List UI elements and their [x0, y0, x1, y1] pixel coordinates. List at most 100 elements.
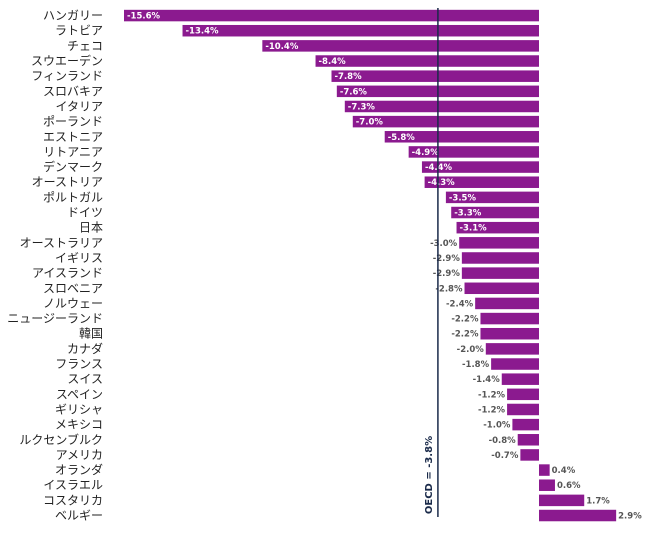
value-label: 1.7%: [586, 496, 610, 506]
value-label: -2.9%: [433, 254, 461, 264]
category-labels: ハンガリーラトビアチェコスウエーデンフィンランドスロバキアイタリアポーランドエス…: [7, 9, 103, 523]
bar: [315, 55, 539, 67]
bar: [384, 131, 539, 143]
bar: [408, 146, 539, 158]
value-label: -7.3%: [348, 102, 376, 112]
category-label: コスタリカ: [43, 493, 103, 507]
bar: [507, 403, 539, 416]
bar: [331, 70, 539, 82]
category-label: デンマーク: [43, 159, 103, 174]
category-label: スロバキア: [43, 84, 103, 98]
category-label: スイス: [67, 372, 103, 386]
bar: [517, 434, 539, 446]
bar: [539, 509, 617, 522]
category-label: ラトビア: [55, 24, 103, 38]
category-label: イスラエル: [43, 478, 103, 492]
category-label: 日本: [79, 221, 103, 235]
value-label: -5.8%: [388, 133, 416, 143]
bar: [507, 388, 539, 401]
category-label: アイスランド: [32, 266, 103, 280]
bar: [480, 327, 539, 340]
value-label: -2.2%: [451, 330, 479, 340]
bar: [475, 297, 539, 310]
category-label: スウエーデン: [31, 53, 103, 68]
bar: [480, 312, 539, 325]
category-label: イギリス: [55, 251, 103, 265]
bar: [461, 252, 539, 264]
value-label: -4.9%: [412, 148, 440, 158]
category-label: オランダ: [55, 462, 103, 477]
value-label: -1.2%: [478, 405, 506, 415]
value-label: -1.2%: [478, 390, 506, 400]
value-label: -7.0%: [356, 118, 384, 128]
bar: [124, 9, 539, 22]
category-label: ドイツ: [67, 206, 103, 220]
bar: [512, 418, 539, 431]
value-label: -3.3%: [454, 209, 482, 219]
value-label: -2.8%: [435, 284, 463, 294]
value-label: -0.7%: [491, 451, 519, 461]
value-label: -0.8%: [489, 436, 517, 446]
value-label: -15.6%: [127, 12, 160, 22]
category-label: オーストリア: [32, 175, 103, 189]
value-label: -3.0%: [430, 239, 458, 249]
category-label: スロベニア: [43, 281, 103, 295]
bar: [456, 221, 539, 234]
bar: [182, 24, 539, 37]
bar: [445, 191, 539, 204]
category-label: メキシコ: [55, 418, 103, 432]
value-label: 0.4%: [552, 466, 576, 476]
value-label: -1.0%: [483, 421, 511, 431]
value-label: -8.4%: [319, 57, 347, 67]
value-label: -2.4%: [446, 299, 474, 309]
bar: [262, 40, 539, 52]
value-label: -2.2%: [451, 315, 479, 325]
bar: [451, 206, 539, 219]
category-label: ベルギー: [55, 509, 103, 523]
category-label: 韓国: [79, 327, 103, 341]
bar: [464, 282, 539, 295]
value-label: -3.5%: [449, 193, 477, 203]
category-label: イタリア: [55, 99, 103, 113]
bar: [485, 343, 539, 355]
value-label: -1.4%: [473, 375, 501, 385]
category-label: スペイン: [56, 387, 103, 401]
value-label: -13.4%: [186, 27, 219, 37]
value-label: -4.3%: [428, 178, 456, 188]
bar: [424, 176, 539, 188]
value-label: -2.0%: [457, 345, 485, 355]
value-label: -7.8%: [335, 72, 363, 82]
bar: [520, 449, 539, 461]
value-label: -7.6%: [340, 87, 368, 97]
bar: [459, 237, 539, 249]
bar: [461, 267, 539, 279]
bar: [352, 115, 539, 128]
bars: [124, 9, 617, 522]
oecd-average-label: OECD = -3.8%: [424, 436, 435, 514]
value-labels: -15.6% -13.4% -10.4% -8.4% -7.8% -7.6% -7.3% -7…: [127, 12, 642, 522]
category-label: ルクセンブルク: [19, 432, 103, 447]
category-label: ポルトガル: [43, 190, 103, 204]
value-label: -2.9%: [433, 269, 461, 279]
bar: [421, 161, 539, 173]
category-label: フランス: [55, 357, 103, 371]
category-label: カナダ: [67, 341, 103, 356]
value-label: -3.1%: [460, 224, 488, 234]
bar: [539, 479, 555, 491]
category-label: ポーランド: [43, 115, 103, 129]
category-label: オーストラリア: [20, 236, 103, 250]
category-label: アメリカ: [56, 448, 103, 462]
bar: [539, 494, 585, 507]
bar: [491, 358, 539, 370]
category-label: ギリシャ: [55, 402, 103, 416]
category-label: フィンランド: [31, 69, 103, 83]
value-label: -1.8%: [462, 360, 490, 370]
category-label: チェコ: [67, 39, 103, 53]
category-label: ニュージーランド: [7, 312, 103, 326]
value-label: 0.6%: [557, 481, 581, 491]
value-label: -4.4%: [425, 163, 453, 173]
reference-line-group: OECD = -3.8%: [424, 8, 439, 517]
value-label: 2.9%: [618, 512, 642, 522]
bar: [344, 100, 539, 113]
